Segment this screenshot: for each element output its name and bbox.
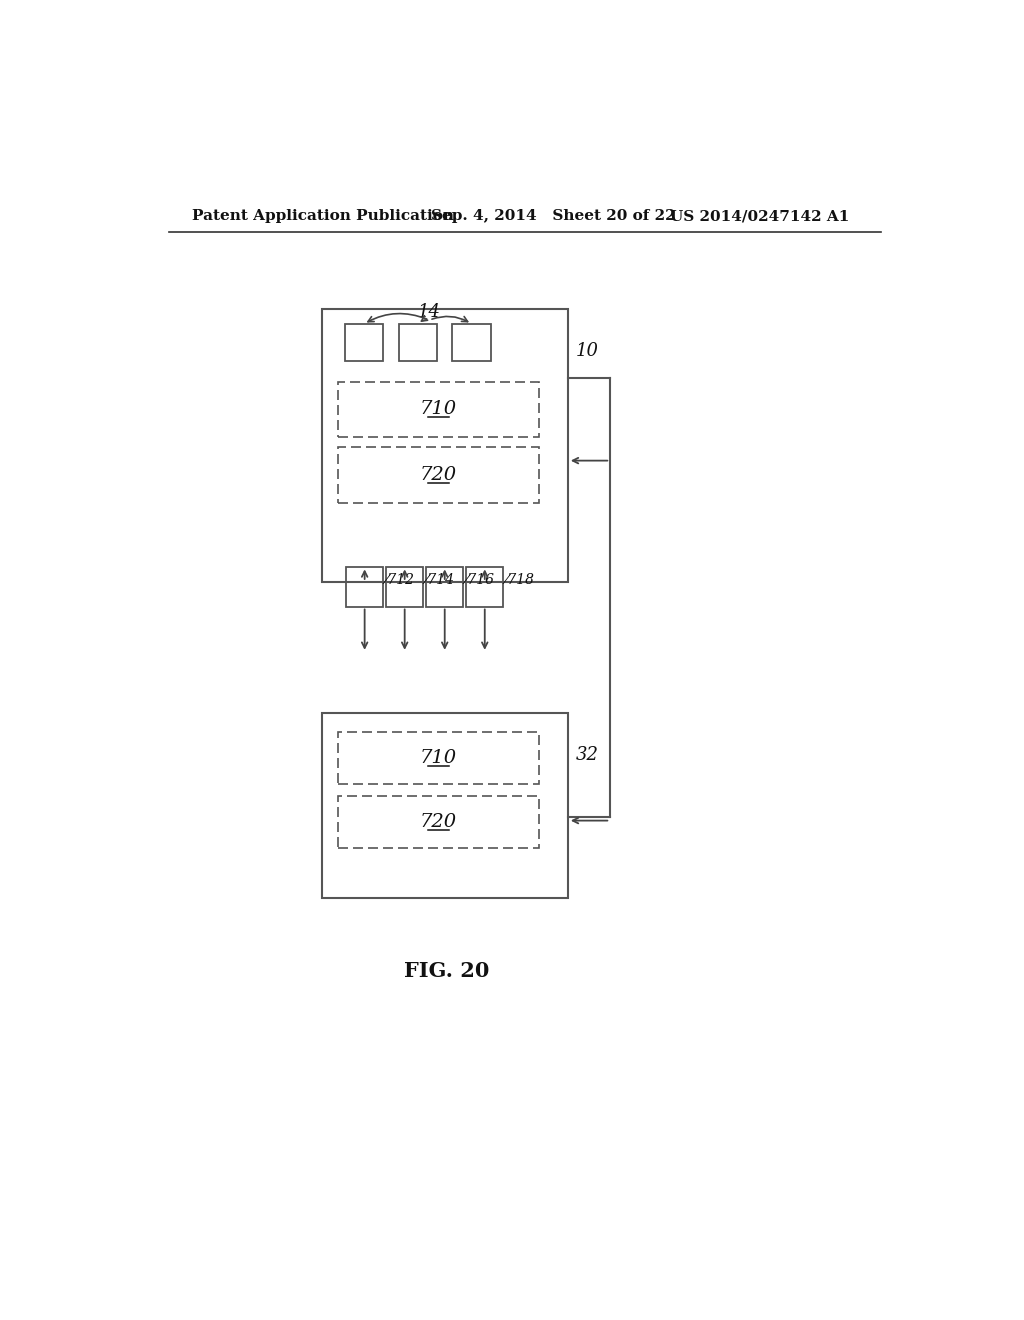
Text: ⁄714: ⁄714	[425, 573, 455, 586]
Bar	[346, 566, 383, 607]
Bar	[339, 796, 539, 849]
Text: US 2014/0247142 A1: US 2014/0247142 A1	[670, 209, 849, 223]
Text: Patent Application Publication: Patent Application Publication	[193, 209, 455, 223]
Text: ⁄716: ⁄716	[466, 573, 495, 586]
Bar	[322, 309, 568, 582]
Text: 14: 14	[418, 304, 440, 321]
Bar	[386, 566, 423, 607]
Text: 32: 32	[575, 746, 599, 764]
Text: Sep. 4, 2014   Sheet 20 of 22: Sep. 4, 2014 Sheet 20 of 22	[431, 209, 676, 223]
Bar	[345, 323, 383, 360]
Text: FIG. 20: FIG. 20	[403, 961, 488, 981]
Bar	[466, 566, 503, 607]
Bar	[339, 381, 539, 437]
Text: ⁄712: ⁄712	[385, 573, 415, 586]
Bar	[426, 566, 463, 607]
Text: ⁄718: ⁄718	[506, 573, 535, 586]
Bar	[339, 447, 539, 503]
Bar	[398, 323, 437, 360]
Text: 720: 720	[420, 813, 457, 832]
Bar	[322, 713, 568, 898]
Bar	[453, 323, 490, 360]
Text: 720: 720	[420, 466, 457, 484]
Text: 710: 710	[420, 400, 457, 418]
Text: 710: 710	[420, 750, 457, 767]
Text: 10: 10	[575, 342, 599, 360]
Bar	[339, 733, 539, 784]
